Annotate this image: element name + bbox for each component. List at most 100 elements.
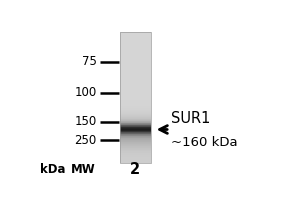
Bar xyxy=(120,157,152,158)
Bar xyxy=(120,41,152,42)
Bar xyxy=(120,127,152,128)
Bar xyxy=(120,156,152,157)
Bar xyxy=(120,145,152,146)
Bar xyxy=(120,110,152,111)
Bar xyxy=(120,143,152,144)
Bar xyxy=(120,44,152,45)
Bar xyxy=(120,111,152,112)
Bar xyxy=(120,133,152,134)
Bar xyxy=(120,37,152,38)
Bar xyxy=(120,93,152,94)
Bar xyxy=(120,88,152,89)
Bar xyxy=(120,58,152,59)
Bar xyxy=(120,68,152,69)
Bar xyxy=(120,109,152,110)
Bar xyxy=(120,62,152,63)
Bar xyxy=(120,140,152,141)
Text: kDa: kDa xyxy=(40,163,65,176)
Bar xyxy=(120,124,152,125)
Bar xyxy=(120,107,152,108)
Bar xyxy=(120,117,152,118)
Bar xyxy=(120,51,152,52)
Bar xyxy=(120,92,152,93)
Bar xyxy=(120,71,152,72)
Bar xyxy=(120,46,152,47)
Bar xyxy=(120,52,152,53)
Bar xyxy=(120,125,152,126)
Bar xyxy=(120,63,152,64)
Text: 250: 250 xyxy=(74,134,97,147)
Bar xyxy=(120,70,152,71)
Text: SUR1: SUR1 xyxy=(171,111,211,126)
Bar xyxy=(120,155,152,156)
Bar xyxy=(120,107,152,108)
Bar xyxy=(120,85,152,86)
Bar xyxy=(120,89,152,90)
Bar xyxy=(120,97,152,98)
Bar xyxy=(120,56,152,57)
Bar xyxy=(120,152,152,153)
Bar xyxy=(120,137,152,138)
Bar xyxy=(120,149,152,150)
Bar xyxy=(120,67,152,68)
Bar xyxy=(120,65,152,66)
Bar xyxy=(120,75,152,76)
Bar xyxy=(120,118,152,119)
Bar xyxy=(120,106,152,107)
Bar xyxy=(120,100,152,101)
Bar xyxy=(120,75,152,76)
Bar xyxy=(120,147,152,148)
Bar xyxy=(120,58,152,59)
Bar xyxy=(120,71,152,72)
Bar xyxy=(120,128,152,129)
Text: MW: MW xyxy=(70,163,95,176)
Bar xyxy=(120,159,152,160)
Bar xyxy=(120,32,152,33)
Bar xyxy=(120,90,152,91)
Bar xyxy=(120,128,152,129)
Bar xyxy=(120,37,152,38)
Bar xyxy=(120,136,152,137)
Bar xyxy=(120,81,152,82)
Bar xyxy=(120,74,152,75)
Bar xyxy=(120,36,152,37)
Bar xyxy=(120,113,152,114)
Bar xyxy=(120,82,152,83)
Bar xyxy=(120,150,152,151)
Bar xyxy=(120,115,152,116)
Bar xyxy=(120,108,152,109)
Bar xyxy=(120,135,152,136)
Bar xyxy=(120,83,152,84)
Bar xyxy=(120,149,152,150)
Bar xyxy=(120,145,152,146)
Bar xyxy=(120,114,152,115)
Bar xyxy=(120,151,152,152)
Text: 150: 150 xyxy=(74,115,97,128)
Bar xyxy=(120,90,152,91)
Bar xyxy=(120,102,152,103)
Bar xyxy=(120,139,152,140)
Bar xyxy=(120,138,152,139)
Bar xyxy=(120,88,152,89)
Bar xyxy=(120,69,152,70)
Bar xyxy=(120,130,152,131)
Bar xyxy=(120,54,152,55)
Bar xyxy=(120,96,152,97)
Bar xyxy=(120,113,152,114)
Bar xyxy=(120,76,152,77)
Bar xyxy=(120,94,152,95)
Bar xyxy=(120,99,152,100)
Bar xyxy=(120,33,152,34)
Bar xyxy=(120,105,152,106)
Bar xyxy=(120,124,152,125)
Bar xyxy=(120,103,152,104)
Bar xyxy=(120,34,152,35)
Bar xyxy=(120,101,152,102)
Bar xyxy=(120,160,152,161)
Bar xyxy=(120,86,152,87)
Bar xyxy=(120,49,152,50)
Bar xyxy=(120,78,152,79)
Bar xyxy=(120,64,152,65)
Bar xyxy=(120,57,152,58)
Bar xyxy=(120,104,152,105)
